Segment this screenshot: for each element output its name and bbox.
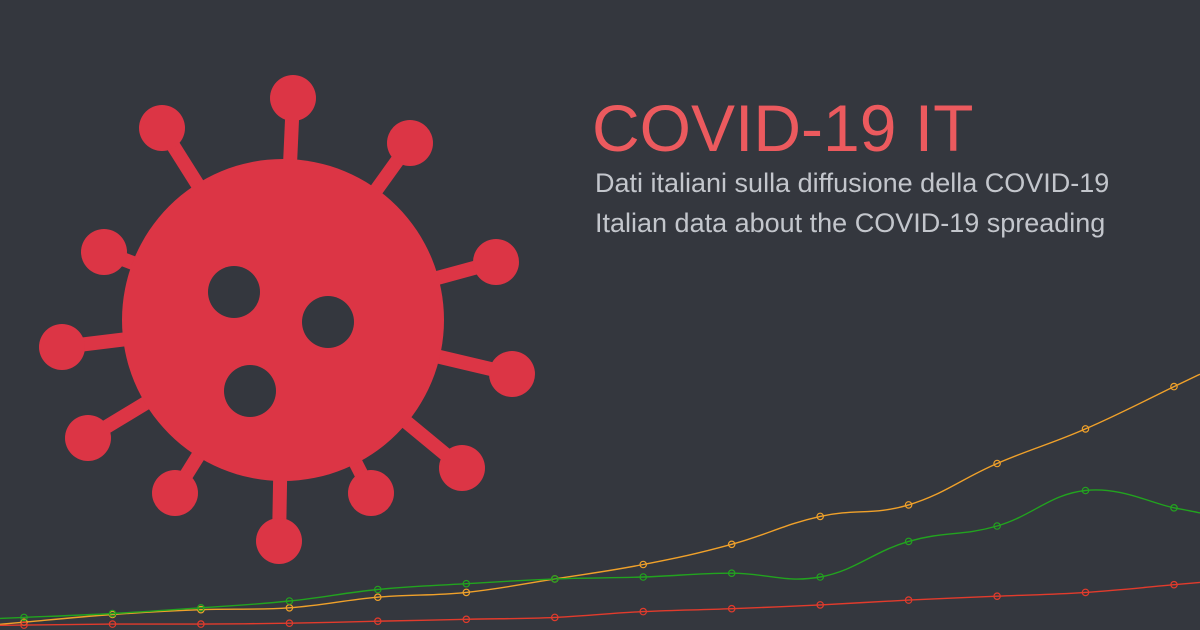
data-point	[285, 597, 294, 605]
data-point	[550, 575, 559, 583]
series-2	[0, 580, 1200, 629]
data-point	[816, 573, 825, 581]
data-point	[1170, 503, 1178, 512]
series-0	[0, 373, 1200, 627]
data-point	[462, 579, 471, 588]
virus-spike-tip	[152, 470, 198, 516]
virus-spike-tip	[348, 470, 394, 516]
virus-core	[122, 159, 444, 481]
data-point	[993, 592, 1001, 601]
data-point	[462, 615, 471, 624]
data-point	[108, 620, 117, 628]
data-point	[727, 604, 736, 613]
data-point	[108, 609, 117, 618]
virus-spike-tip	[489, 351, 535, 397]
virus-spike-tip	[81, 229, 127, 275]
series-line	[0, 581, 1200, 627]
data-point	[197, 603, 205, 612]
virus-spike-tip	[65, 415, 111, 461]
series-line	[0, 489, 1200, 620]
data-point	[639, 560, 648, 569]
virus-spike-tip	[473, 239, 519, 285]
series-line	[0, 373, 1200, 625]
subtitle-english: Italian data about the COVID-19 spreadin…	[595, 208, 1106, 238]
virus-hole	[302, 296, 354, 348]
series-1	[0, 486, 1200, 622]
data-point	[993, 522, 1001, 530]
data-point	[20, 613, 28, 622]
data-point	[373, 617, 382, 626]
page-title: COVID-19 IT	[592, 91, 974, 165]
data-point	[639, 573, 648, 581]
data-point	[1081, 588, 1090, 597]
data-point	[462, 588, 471, 597]
subtitle-italian: Dati italiani sulla diffusione della COV…	[595, 168, 1110, 198]
data-point	[993, 459, 1001, 468]
virus-hole	[224, 365, 276, 417]
data-point	[285, 619, 294, 628]
data-point	[1170, 382, 1178, 391]
data-point	[373, 593, 382, 602]
virus-body	[39, 75, 535, 564]
data-point	[20, 621, 28, 629]
data-point	[904, 596, 913, 604]
data-point	[373, 585, 382, 594]
virus-spike-tip	[270, 75, 316, 121]
virus-icon	[39, 75, 535, 564]
data-point	[1081, 425, 1090, 433]
data-point	[904, 537, 913, 546]
virus-spike-tip	[256, 518, 302, 564]
virus-spike-tip	[39, 324, 85, 370]
data-point	[1170, 580, 1178, 589]
virus-spike-tip	[387, 120, 433, 166]
data-point	[639, 607, 648, 616]
virus-spike-tip	[439, 445, 485, 491]
data-point	[197, 620, 205, 628]
data-point	[904, 501, 913, 509]
data-point	[1081, 486, 1090, 495]
virus-spike-tip	[139, 105, 185, 151]
virus-hole	[208, 266, 260, 318]
data-point	[816, 512, 825, 521]
data-point	[550, 613, 559, 622]
data-point	[816, 601, 825, 609]
data-point	[727, 569, 736, 578]
data-point	[727, 540, 736, 549]
